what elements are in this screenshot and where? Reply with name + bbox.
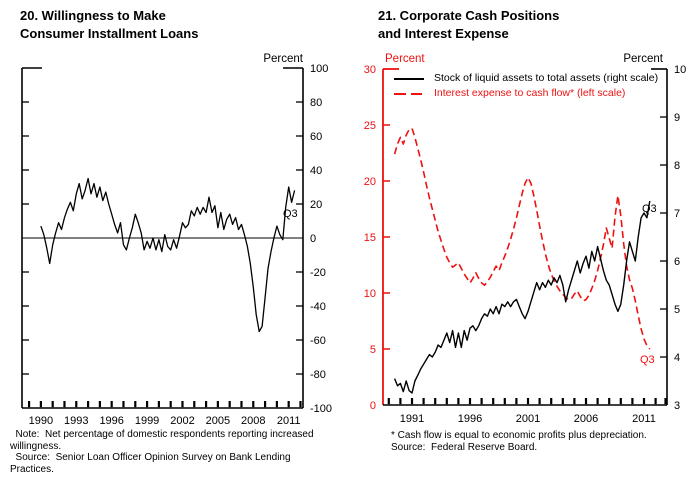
chart21-q3-label-red: Q3 xyxy=(640,354,655,366)
right-y-axis-label: 7 xyxy=(674,208,680,220)
left-y-axis-label: 25 xyxy=(364,120,376,132)
chart20-percent-label: Percent xyxy=(263,53,303,65)
x-axis-label: 2011 xyxy=(277,415,301,427)
chart20-title-line2: Consumer Installment Loans xyxy=(20,26,199,41)
chart20-note-line1: Note: Net percentage of domestic respond… xyxy=(10,429,314,440)
right-y-axis-label: 6 xyxy=(674,256,680,268)
willingness-line xyxy=(40,177,296,333)
chart21-left-percent-label: Percent xyxy=(385,53,425,65)
right-y-axis-label: 9 xyxy=(674,112,680,124)
x-axis-label: 1993 xyxy=(64,415,88,427)
left-y-axis-label: 0 xyxy=(370,400,376,412)
chart21-note-line1: * Cash flow is equal to economic profits… xyxy=(391,430,647,441)
left-y-axis-label: 30 xyxy=(364,64,376,76)
right-y-axis-label: 10 xyxy=(674,64,686,76)
y-axis-label: 60 xyxy=(310,131,322,143)
y-axis-label: -100 xyxy=(310,403,332,415)
left-y-axis-label: 20 xyxy=(364,176,376,188)
x-axis-label: 2001 xyxy=(516,413,540,425)
liquid-assets-line xyxy=(393,200,651,394)
chart21-q3-label-black: Q3 xyxy=(642,203,657,215)
chart20-title: 20. Willingness to Make Consumer Installm… xyxy=(20,7,198,43)
y-axis-label: 80 xyxy=(310,97,322,109)
chart21-title: 21. Corporate Cash Positions and Interest… xyxy=(378,7,559,43)
x-axis-label: 2002 xyxy=(170,415,194,427)
x-axis-label: 1996 xyxy=(458,413,482,425)
right-y-axis-label: 5 xyxy=(674,304,680,316)
y-axis-label: -80 xyxy=(310,369,326,381)
chart20-q3-label: Q3 xyxy=(283,208,298,220)
right-y-axis-label: 8 xyxy=(674,160,680,172)
chart21-right-percent-label: Percent xyxy=(623,53,663,65)
x-axis-label: 2008 xyxy=(241,415,265,427)
chart21-title-line1: 21. Corporate Cash Positions xyxy=(378,8,560,23)
chart20-note-line2: willingness. xyxy=(10,440,62,452)
solid-line-sample-icon xyxy=(394,77,427,80)
x-axis-label: 1996 xyxy=(99,415,123,427)
interest-expense-line xyxy=(393,127,651,350)
chart20-note-line3: Source: Senior Loan Officer Opinion Surv… xyxy=(10,452,291,463)
legend-label-interest-expense: Interest expense to cash flow* (left sca… xyxy=(434,87,626,99)
left-y-axis-label: 5 xyxy=(370,344,376,356)
right-y-axis-label: 3 xyxy=(674,400,680,412)
left-y-axis-label: 10 xyxy=(364,288,376,300)
y-axis-label: 0 xyxy=(310,233,316,245)
x-axis-label: 2011 xyxy=(632,413,656,425)
x-axis-label: 2005 xyxy=(206,415,230,427)
chart20-notes: Note: Net percentage of domestic respond… xyxy=(10,429,314,475)
right-y-axis-label: 4 xyxy=(674,352,680,364)
chart21-title-line2: and Interest Expense xyxy=(378,26,509,41)
y-axis-label: 20 xyxy=(310,199,322,211)
chart21-note-line2: Source: Federal Reserve Board. xyxy=(391,441,538,453)
dashed-line-sample-icon xyxy=(394,92,427,95)
x-axis-label: 1991 xyxy=(400,413,424,425)
legend-label-liquid-assets: Stock of liquid assets to total assets (… xyxy=(434,72,659,84)
y-axis-label: -60 xyxy=(310,335,326,347)
chart21-notes: * Cash flow is equal to economic profits… xyxy=(391,430,647,453)
x-axis-label: 1990 xyxy=(29,415,53,427)
y-axis-label: -40 xyxy=(310,301,326,313)
legend-row-liquid-assets: Stock of liquid assets to total assets (… xyxy=(394,71,658,86)
x-axis-label: 2006 xyxy=(574,413,598,425)
legend-row-interest-expense: Interest expense to cash flow* (left sca… xyxy=(394,86,658,101)
x-axis-label: 1999 xyxy=(135,415,159,427)
y-axis-label: 100 xyxy=(310,63,328,75)
left-y-axis-label: 15 xyxy=(364,232,376,244)
chart20-note-line4: Practices. xyxy=(10,463,54,475)
chart20-title-line1: 20. Willingness to Make xyxy=(20,8,166,23)
chart21-legend: Stock of liquid assets to total assets (… xyxy=(394,71,658,101)
y-axis-label: 40 xyxy=(310,165,322,177)
y-axis-label: -20 xyxy=(310,267,326,279)
